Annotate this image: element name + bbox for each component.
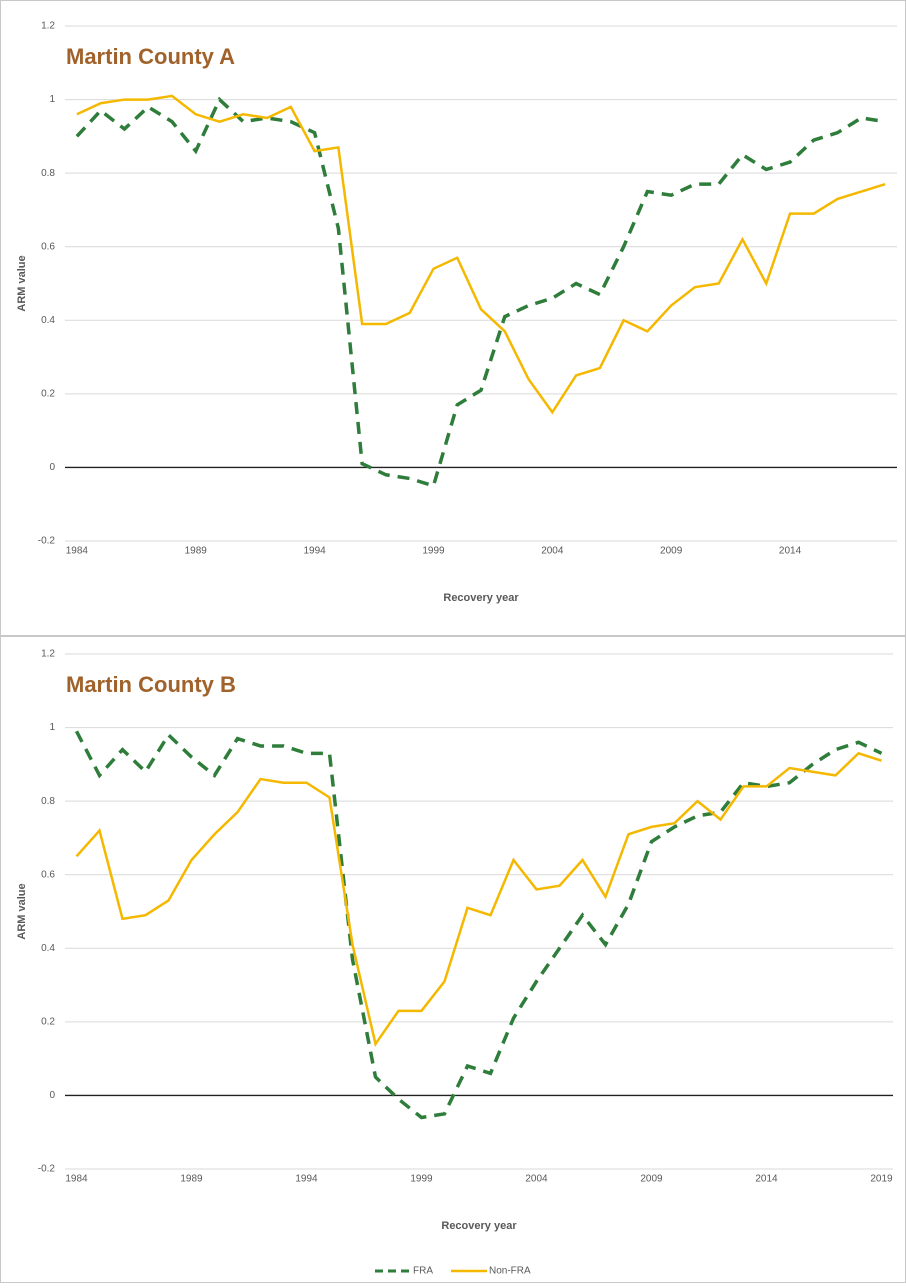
- y-tick-label: 1: [49, 722, 55, 733]
- x-tick-label: 2009: [640, 1174, 663, 1185]
- y-tick-label: 0: [49, 1090, 55, 1101]
- y-tick-label: 0.8: [41, 796, 55, 807]
- y-tick-label: 0.4: [41, 315, 55, 326]
- y-tick-label: 1: [49, 94, 55, 105]
- x-tick-label: 1984: [65, 1174, 88, 1185]
- x-tick-label: 2019: [870, 1174, 893, 1185]
- y-tick-label: 0.4: [41, 943, 55, 954]
- y-tick-label: 1.2: [41, 649, 55, 660]
- x-tick-label: 1984: [66, 546, 89, 557]
- x-tick-label: 1989: [180, 1174, 203, 1185]
- x-tick-label: 2014: [779, 546, 802, 557]
- y-tick-label: 1.2: [41, 21, 55, 32]
- line-series: [75, 751, 882, 1047]
- x-tick-label: 1989: [185, 546, 208, 557]
- x-tick-label: 2004: [541, 546, 564, 557]
- x-tick-label: 2014: [755, 1174, 778, 1185]
- y-tick-label: 0.2: [41, 1016, 55, 1027]
- panel-border: [0, 636, 906, 1283]
- y-axis-label: ARM value: [16, 255, 28, 311]
- chart-title: Martin County A: [66, 44, 235, 69]
- legend-label: FRA: [413, 1266, 433, 1277]
- x-axis-label: Recovery year: [441, 1220, 517, 1232]
- y-tick-label: 0.6: [41, 869, 55, 880]
- y-tick-label: -0.2: [38, 536, 56, 547]
- x-tick-label: 1994: [303, 546, 326, 557]
- line-series: [74, 730, 883, 1120]
- line-series: [75, 96, 886, 489]
- x-tick-label: 1999: [410, 1174, 433, 1185]
- x-axis-label: Recovery year: [443, 592, 519, 604]
- y-tick-label: 0.2: [41, 388, 55, 399]
- x-tick-label: 1999: [422, 546, 445, 557]
- line-series: [76, 94, 886, 415]
- x-tick-label: 2004: [525, 1174, 548, 1185]
- y-axis-label: ARM value: [16, 883, 28, 939]
- x-tick-label: 2009: [660, 546, 683, 557]
- chart-title: Martin County B: [66, 672, 236, 697]
- y-tick-label: 0.8: [41, 168, 55, 179]
- y-tick-label: 0: [49, 462, 55, 473]
- legend-label: Non-FRA: [489, 1266, 531, 1277]
- x-tick-label: 1994: [295, 1174, 318, 1185]
- y-tick-label: 0.6: [41, 241, 55, 252]
- panel-border: [0, 0, 906, 636]
- y-tick-label: -0.2: [38, 1164, 56, 1175]
